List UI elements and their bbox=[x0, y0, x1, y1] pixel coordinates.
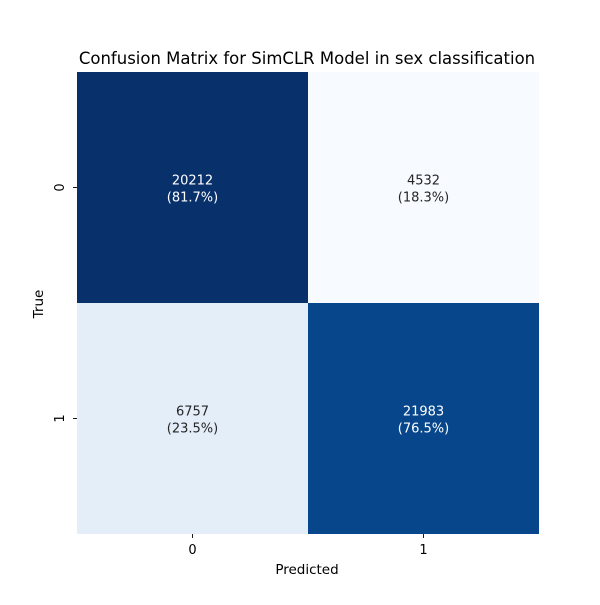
x-tick-label: 0 bbox=[188, 543, 196, 558]
x-tick-label: 1 bbox=[419, 543, 427, 558]
cell-percent-label: (76.5%) bbox=[398, 422, 449, 437]
cell-count-label: 4532 bbox=[407, 174, 440, 189]
y-tick-label: 0 bbox=[53, 183, 68, 191]
y-axis-label: True bbox=[31, 290, 47, 320]
heatmap-cell: 21983 (76.5%) bbox=[308, 303, 539, 534]
cell-count-label: 20212 bbox=[172, 174, 213, 189]
heatmap-cell-rect bbox=[77, 72, 308, 303]
heatmap-cell-rect bbox=[308, 303, 539, 534]
cell-percent-label: (23.5%) bbox=[167, 422, 218, 437]
heatmap-cell-rect bbox=[308, 72, 539, 303]
cell-count-label: 21983 bbox=[403, 405, 444, 420]
cell-percent-label: (81.7%) bbox=[167, 191, 218, 206]
heatmap-cells: 20212 (81.7%) 4532 (18.3%) 6757 (23.5%) 21983 (… bbox=[77, 72, 539, 534]
heatmap-cell-rect bbox=[77, 303, 308, 534]
heatmap-cell: 4532 (18.3%) bbox=[308, 72, 539, 303]
heatmap-cell: 20212 (81.7%) bbox=[77, 72, 308, 303]
cell-percent-label: (18.3%) bbox=[398, 191, 449, 206]
heatmap-cell: 6757 (23.5%) bbox=[77, 303, 308, 534]
chart-title: Confusion Matrix for SimCLR Model in sex… bbox=[79, 49, 535, 68]
y-axis-ticks: 01 bbox=[53, 183, 77, 423]
cell-count-label: 6757 bbox=[176, 405, 209, 420]
y-tick-label: 1 bbox=[53, 414, 68, 422]
x-axis-label: Predicted bbox=[275, 562, 338, 578]
